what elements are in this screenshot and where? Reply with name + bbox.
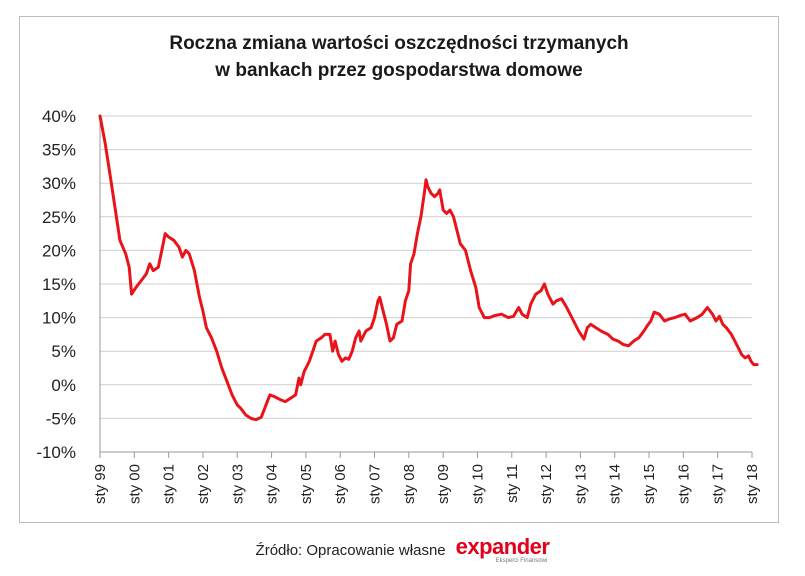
x-tick-label: sty 07 [367,464,384,504]
series-line [98,114,759,422]
y-tick-label: 35% [42,141,76,160]
x-tick-label: sty 09 [435,464,452,504]
x-tick-label: sty 18 [744,464,761,504]
y-tick-label: 40% [42,107,76,126]
logo-wordmark: expander [455,534,550,559]
x-tick-label: sty 03 [229,464,246,504]
expander-logo: expander Eksperci Finansowi [456,536,550,565]
chart-title: Roczna zmiana wartości oszczędności trzy… [19,30,779,84]
x-tick-label: sty 16 [675,464,692,504]
x-tick-label: sty 99 [92,464,109,504]
y-axis: 40% 35% 30% 25% 20% 15% 10% 5% 0% -5% -10% [36,107,101,462]
x-axis: sty 99 sty 00 sty 01 sty 02 sty 03 sty 04 sty … [92,451,761,504]
chart-frame [19,16,779,523]
x-tick-label: sty 14 [607,464,624,504]
y-tick-label: 15% [42,275,76,294]
source-note: Źródło: Opracowanie własne [255,542,446,559]
grid-layer [100,115,752,453]
series-layer [98,114,759,422]
y-tick-label: -5% [46,409,76,428]
y-tick-label: 30% [42,174,76,193]
x-tick-label: sty 10 [469,464,486,504]
x-tick-label: sty 13 [572,464,589,504]
y-tick-label: 0% [51,376,76,395]
x-tick-label: sty 05 [298,464,315,504]
x-tick-label: sty 17 [710,464,727,504]
x-tick-label: sty 00 [126,464,143,504]
y-tick-label: 5% [51,342,76,361]
x-tick-label: sty 01 [161,464,178,504]
y-tick-label: 20% [42,241,76,260]
x-tick-label: sty 11 [504,464,521,503]
footer: Źródło: Opracowanie własne expander Eksp… [0,536,805,565]
chart-title-line-2: w bankach przez gospodarstwa domowe [215,60,583,81]
chart-title-line-1: Roczna zmiana wartości oszczędności trzy… [169,33,629,54]
logo-tagline: Eksperci Finansowi [495,558,548,564]
x-tick-label: sty 06 [332,464,349,504]
y-tick-label: -10% [36,443,76,462]
x-tick-label: sty 12 [538,464,555,504]
x-tick-label: sty 15 [641,464,658,504]
x-tick-label: sty 08 [401,464,418,504]
x-tick-label: sty 02 [195,464,212,504]
y-tick-label: 10% [42,309,76,328]
x-tick-label: sty 04 [264,464,281,504]
y-tick-label: 25% [42,208,76,227]
